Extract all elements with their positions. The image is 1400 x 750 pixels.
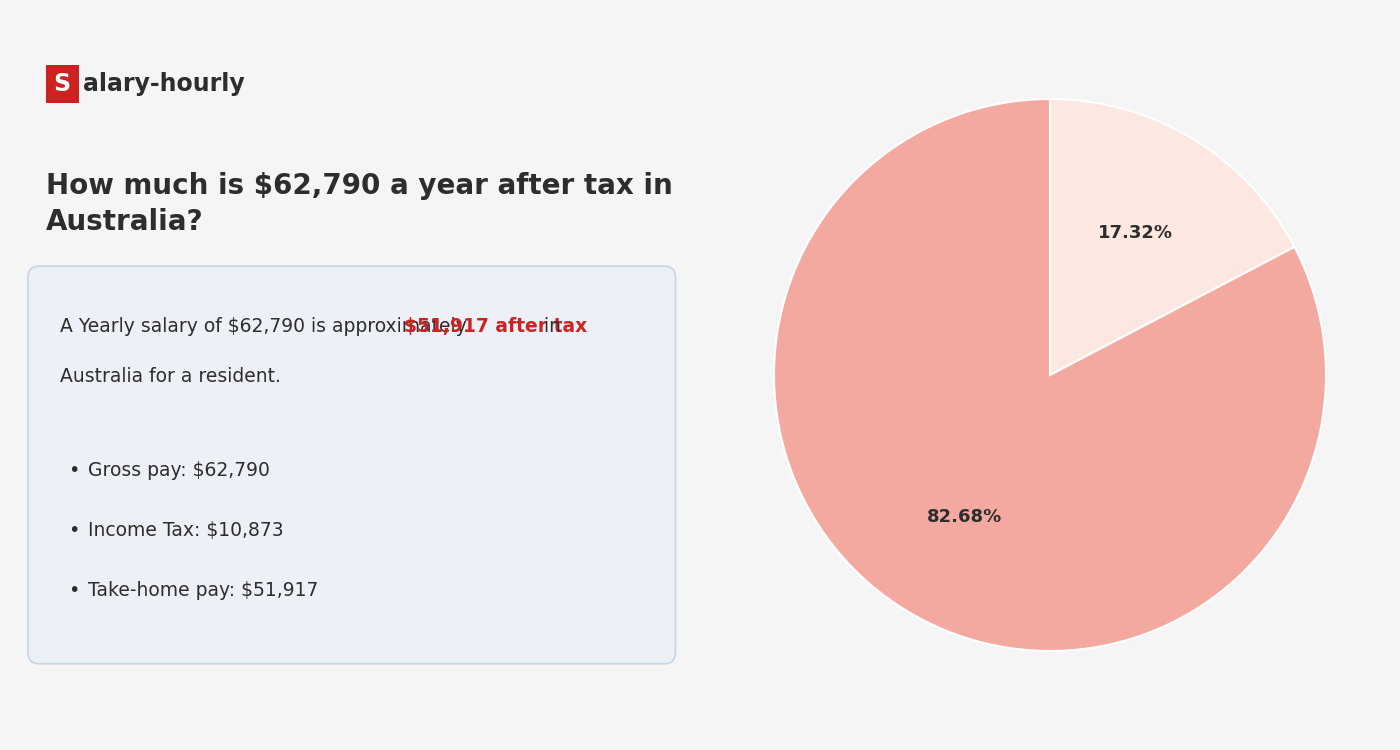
Wedge shape: [774, 99, 1326, 651]
Text: Take-home pay: $51,917: Take-home pay: $51,917: [87, 581, 318, 600]
Text: •: •: [67, 461, 80, 480]
FancyBboxPatch shape: [28, 266, 675, 664]
Text: Australia for a resident.: Australia for a resident.: [59, 368, 280, 386]
Text: •: •: [67, 521, 80, 540]
Text: 17.32%: 17.32%: [1098, 224, 1173, 242]
Text: alary-hourly: alary-hourly: [83, 72, 245, 96]
Text: 82.68%: 82.68%: [927, 508, 1002, 526]
Text: $51,917 after tax: $51,917 after tax: [405, 316, 588, 335]
Text: Income Tax: $10,873: Income Tax: $10,873: [87, 521, 283, 540]
Text: in: in: [538, 316, 561, 335]
Text: A Yearly salary of $62,790 is approximately: A Yearly salary of $62,790 is approximat…: [59, 316, 472, 335]
Text: •: •: [67, 581, 80, 600]
FancyBboxPatch shape: [45, 65, 80, 103]
Text: S: S: [53, 72, 71, 96]
Wedge shape: [1050, 99, 1295, 375]
Text: How much is $62,790 a year after tax in
Australia?: How much is $62,790 a year after tax in …: [45, 172, 672, 236]
Text: Gross pay: $62,790: Gross pay: $62,790: [87, 461, 269, 480]
Legend: Income Tax, Take-home Pay: Income Tax, Take-home Pay: [879, 0, 1221, 1]
